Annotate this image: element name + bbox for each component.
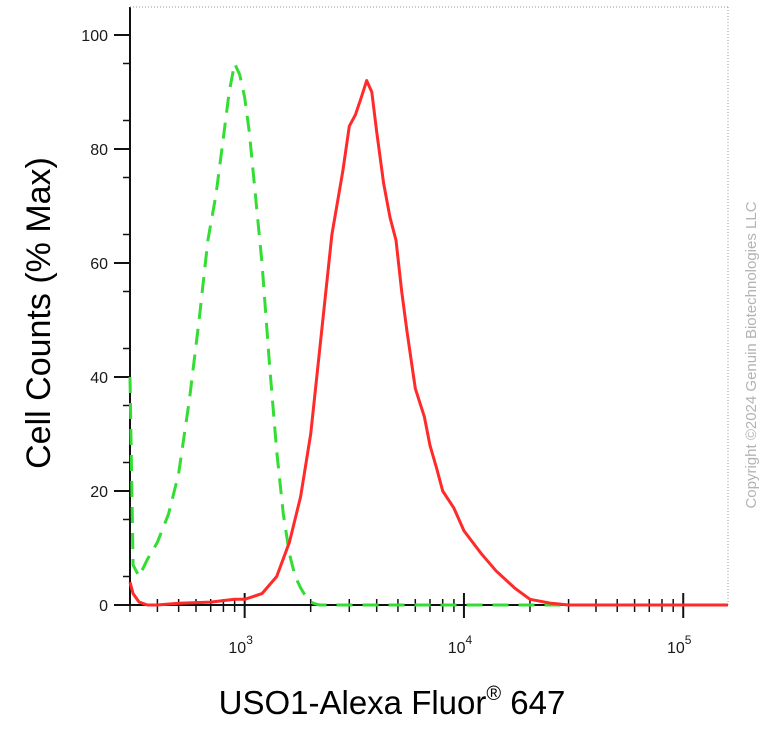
y-tick-label: 40 [90, 370, 108, 387]
y-tick-label: 0 [99, 598, 108, 615]
x-axis-title-main: USO1-Alexa Fluor [219, 684, 487, 721]
x-axis-title-suffix: 647 [501, 684, 565, 721]
y-axis: 0 20 40 60 80 100 [81, 28, 130, 615]
plot-frame [129, 6, 729, 606]
x-tick-label: 105 [667, 633, 692, 657]
series-layer [128, 62, 728, 607]
y-tick-label: 20 [90, 484, 108, 501]
y-tick-label: 60 [90, 256, 108, 273]
isotype-control-series [128, 62, 728, 607]
x-axis: 103 104 105 [129, 593, 692, 657]
x-axis-title: USO1-Alexa Fluor® 647 [219, 683, 566, 721]
x-tick-label: 104 [448, 633, 473, 657]
uso1-sample-series [128, 79, 728, 607]
copyright-watermark: Copyright ©2024 Genuin Biotechnologies L… [743, 201, 760, 508]
x-axis-title-sup: ® [486, 683, 501, 705]
y-axis-title: Cell Counts (% Max) [20, 157, 58, 469]
x-tick-label: 103 [228, 633, 253, 657]
y-tick-label: 80 [90, 142, 108, 159]
y-tick-label: 100 [81, 28, 108, 45]
